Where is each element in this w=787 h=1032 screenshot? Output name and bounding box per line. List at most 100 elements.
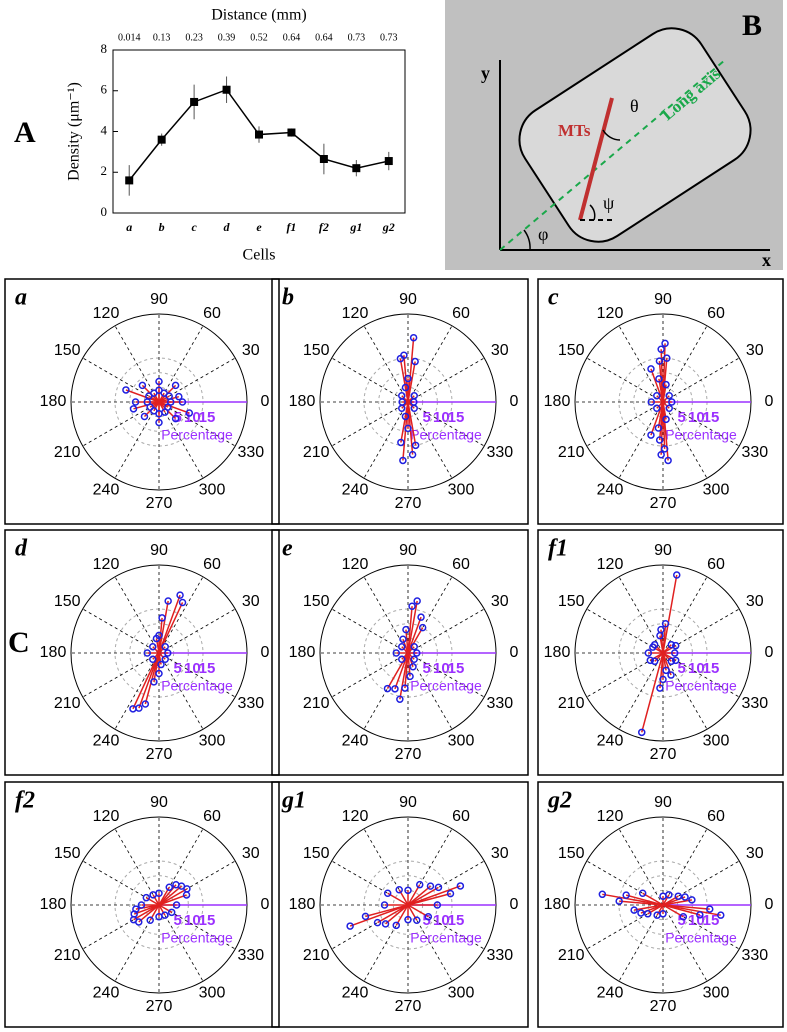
r-axis-label: Percentage bbox=[410, 427, 482, 443]
angle-tick-label: 60 bbox=[203, 305, 221, 322]
spoke bbox=[407, 884, 421, 906]
data-point bbox=[615, 897, 623, 905]
spoke bbox=[158, 652, 166, 660]
angle-tick-label: 30 bbox=[242, 593, 260, 610]
r-tick-label: 5 bbox=[422, 660, 430, 677]
data-point bbox=[653, 404, 661, 412]
panel-title: d bbox=[15, 536, 28, 562]
data-point bbox=[399, 635, 407, 643]
r-tick-label: 15 bbox=[448, 912, 465, 929]
angle-tick-label: 120 bbox=[342, 556, 369, 573]
data-point bbox=[649, 643, 657, 651]
data-point bbox=[175, 392, 183, 401]
angle-tick-label: 0 bbox=[261, 896, 270, 913]
panel-frame bbox=[537, 781, 784, 1028]
data-point bbox=[433, 901, 442, 909]
r-tick-label: 5 bbox=[173, 660, 181, 677]
spoke bbox=[662, 904, 710, 910]
spoke bbox=[158, 884, 177, 906]
angle-tick-label: 300 bbox=[448, 985, 475, 1002]
panel-frame bbox=[4, 529, 280, 776]
angle-tick-label: 270 bbox=[650, 746, 677, 763]
data-point bbox=[176, 591, 184, 599]
spoke bbox=[662, 904, 701, 916]
angle-tick-label: 120 bbox=[342, 305, 369, 322]
angle-tick-label: 210 bbox=[303, 695, 330, 712]
spoke bbox=[138, 904, 160, 923]
x-tick-label: f1 bbox=[286, 220, 296, 234]
x2-tick-label: 0.014 bbox=[118, 32, 141, 43]
spoke bbox=[365, 904, 409, 918]
y-tick-label: 0 bbox=[101, 204, 108, 219]
angle-grid-line bbox=[114, 828, 160, 906]
angle-tick-label: 240 bbox=[597, 985, 624, 1002]
spoke bbox=[402, 401, 409, 461]
angle-tick-label: 30 bbox=[491, 342, 509, 359]
data-point bbox=[172, 881, 180, 889]
panel-frame bbox=[537, 278, 784, 525]
angle-tick-label: 60 bbox=[203, 808, 221, 825]
r-axis-label: Percentage bbox=[410, 678, 482, 694]
y-tick-label: 6 bbox=[101, 82, 108, 97]
data-point bbox=[446, 889, 455, 898]
y-tick-label: 8 bbox=[101, 41, 108, 56]
data-point bbox=[656, 631, 664, 640]
data-point bbox=[409, 663, 417, 671]
spoke bbox=[656, 904, 664, 916]
angle-grid-line bbox=[618, 652, 664, 730]
angle-tick-label: 90 bbox=[150, 291, 168, 308]
r-axis-label: Percentage bbox=[161, 930, 233, 946]
axis-label: x bbox=[762, 250, 771, 270]
spoke bbox=[153, 652, 160, 683]
x2-tick-label: 0.39 bbox=[218, 32, 236, 43]
angle-grid-line bbox=[82, 608, 160, 654]
spoke bbox=[662, 574, 678, 654]
data-point bbox=[426, 882, 435, 890]
angle-tick-label: 210 bbox=[558, 947, 585, 964]
data-point bbox=[384, 157, 393, 166]
spoke bbox=[133, 904, 160, 921]
angle-tick-label: 210 bbox=[558, 444, 585, 461]
angle-tick-label: 270 bbox=[146, 998, 173, 1015]
data-point bbox=[319, 155, 328, 164]
data-point bbox=[149, 655, 157, 663]
x2-tick-label: 0.64 bbox=[315, 32, 333, 43]
data-point bbox=[381, 920, 390, 928]
data-point bbox=[413, 916, 421, 924]
angle-tick-label: 300 bbox=[448, 482, 475, 499]
data-point bbox=[660, 445, 669, 453]
spoke bbox=[394, 652, 409, 690]
angle-tick-label: 150 bbox=[558, 342, 585, 359]
data-point bbox=[157, 660, 165, 669]
angle-tick-label: 60 bbox=[707, 305, 725, 322]
data-point bbox=[650, 657, 659, 666]
angle-tick-label: 0 bbox=[765, 393, 774, 410]
spoke bbox=[158, 894, 187, 906]
spoke bbox=[662, 904, 721, 916]
angle-grid-line bbox=[158, 357, 236, 403]
angle-grid-line bbox=[662, 325, 708, 403]
spoke bbox=[158, 888, 188, 906]
angle-arc bbox=[589, 204, 596, 221]
r-tick-label: 15 bbox=[703, 912, 720, 929]
data-point bbox=[143, 649, 152, 657]
data-point bbox=[706, 905, 714, 913]
angle-grid-line bbox=[114, 576, 160, 654]
r-axis-label: Percentage bbox=[410, 930, 482, 946]
angle-tick-label: 180 bbox=[289, 644, 316, 661]
data-point bbox=[411, 441, 420, 450]
data-point bbox=[657, 451, 665, 459]
data-point bbox=[654, 424, 663, 432]
data-point bbox=[404, 915, 412, 924]
angle-tick-label: 30 bbox=[491, 845, 509, 862]
data-point bbox=[674, 892, 682, 900]
panel-title: g2 bbox=[547, 788, 572, 814]
polar-chart: 5 10150306090120150180210240270300330Perc… bbox=[289, 794, 519, 1015]
data-point bbox=[418, 623, 427, 632]
data-point bbox=[410, 398, 418, 406]
angle-tick-label: 330 bbox=[741, 947, 768, 964]
angle-tick-label: 90 bbox=[654, 794, 672, 811]
x2-tick-label: 0.73 bbox=[380, 32, 398, 43]
angle-tick-label: 330 bbox=[237, 947, 264, 964]
